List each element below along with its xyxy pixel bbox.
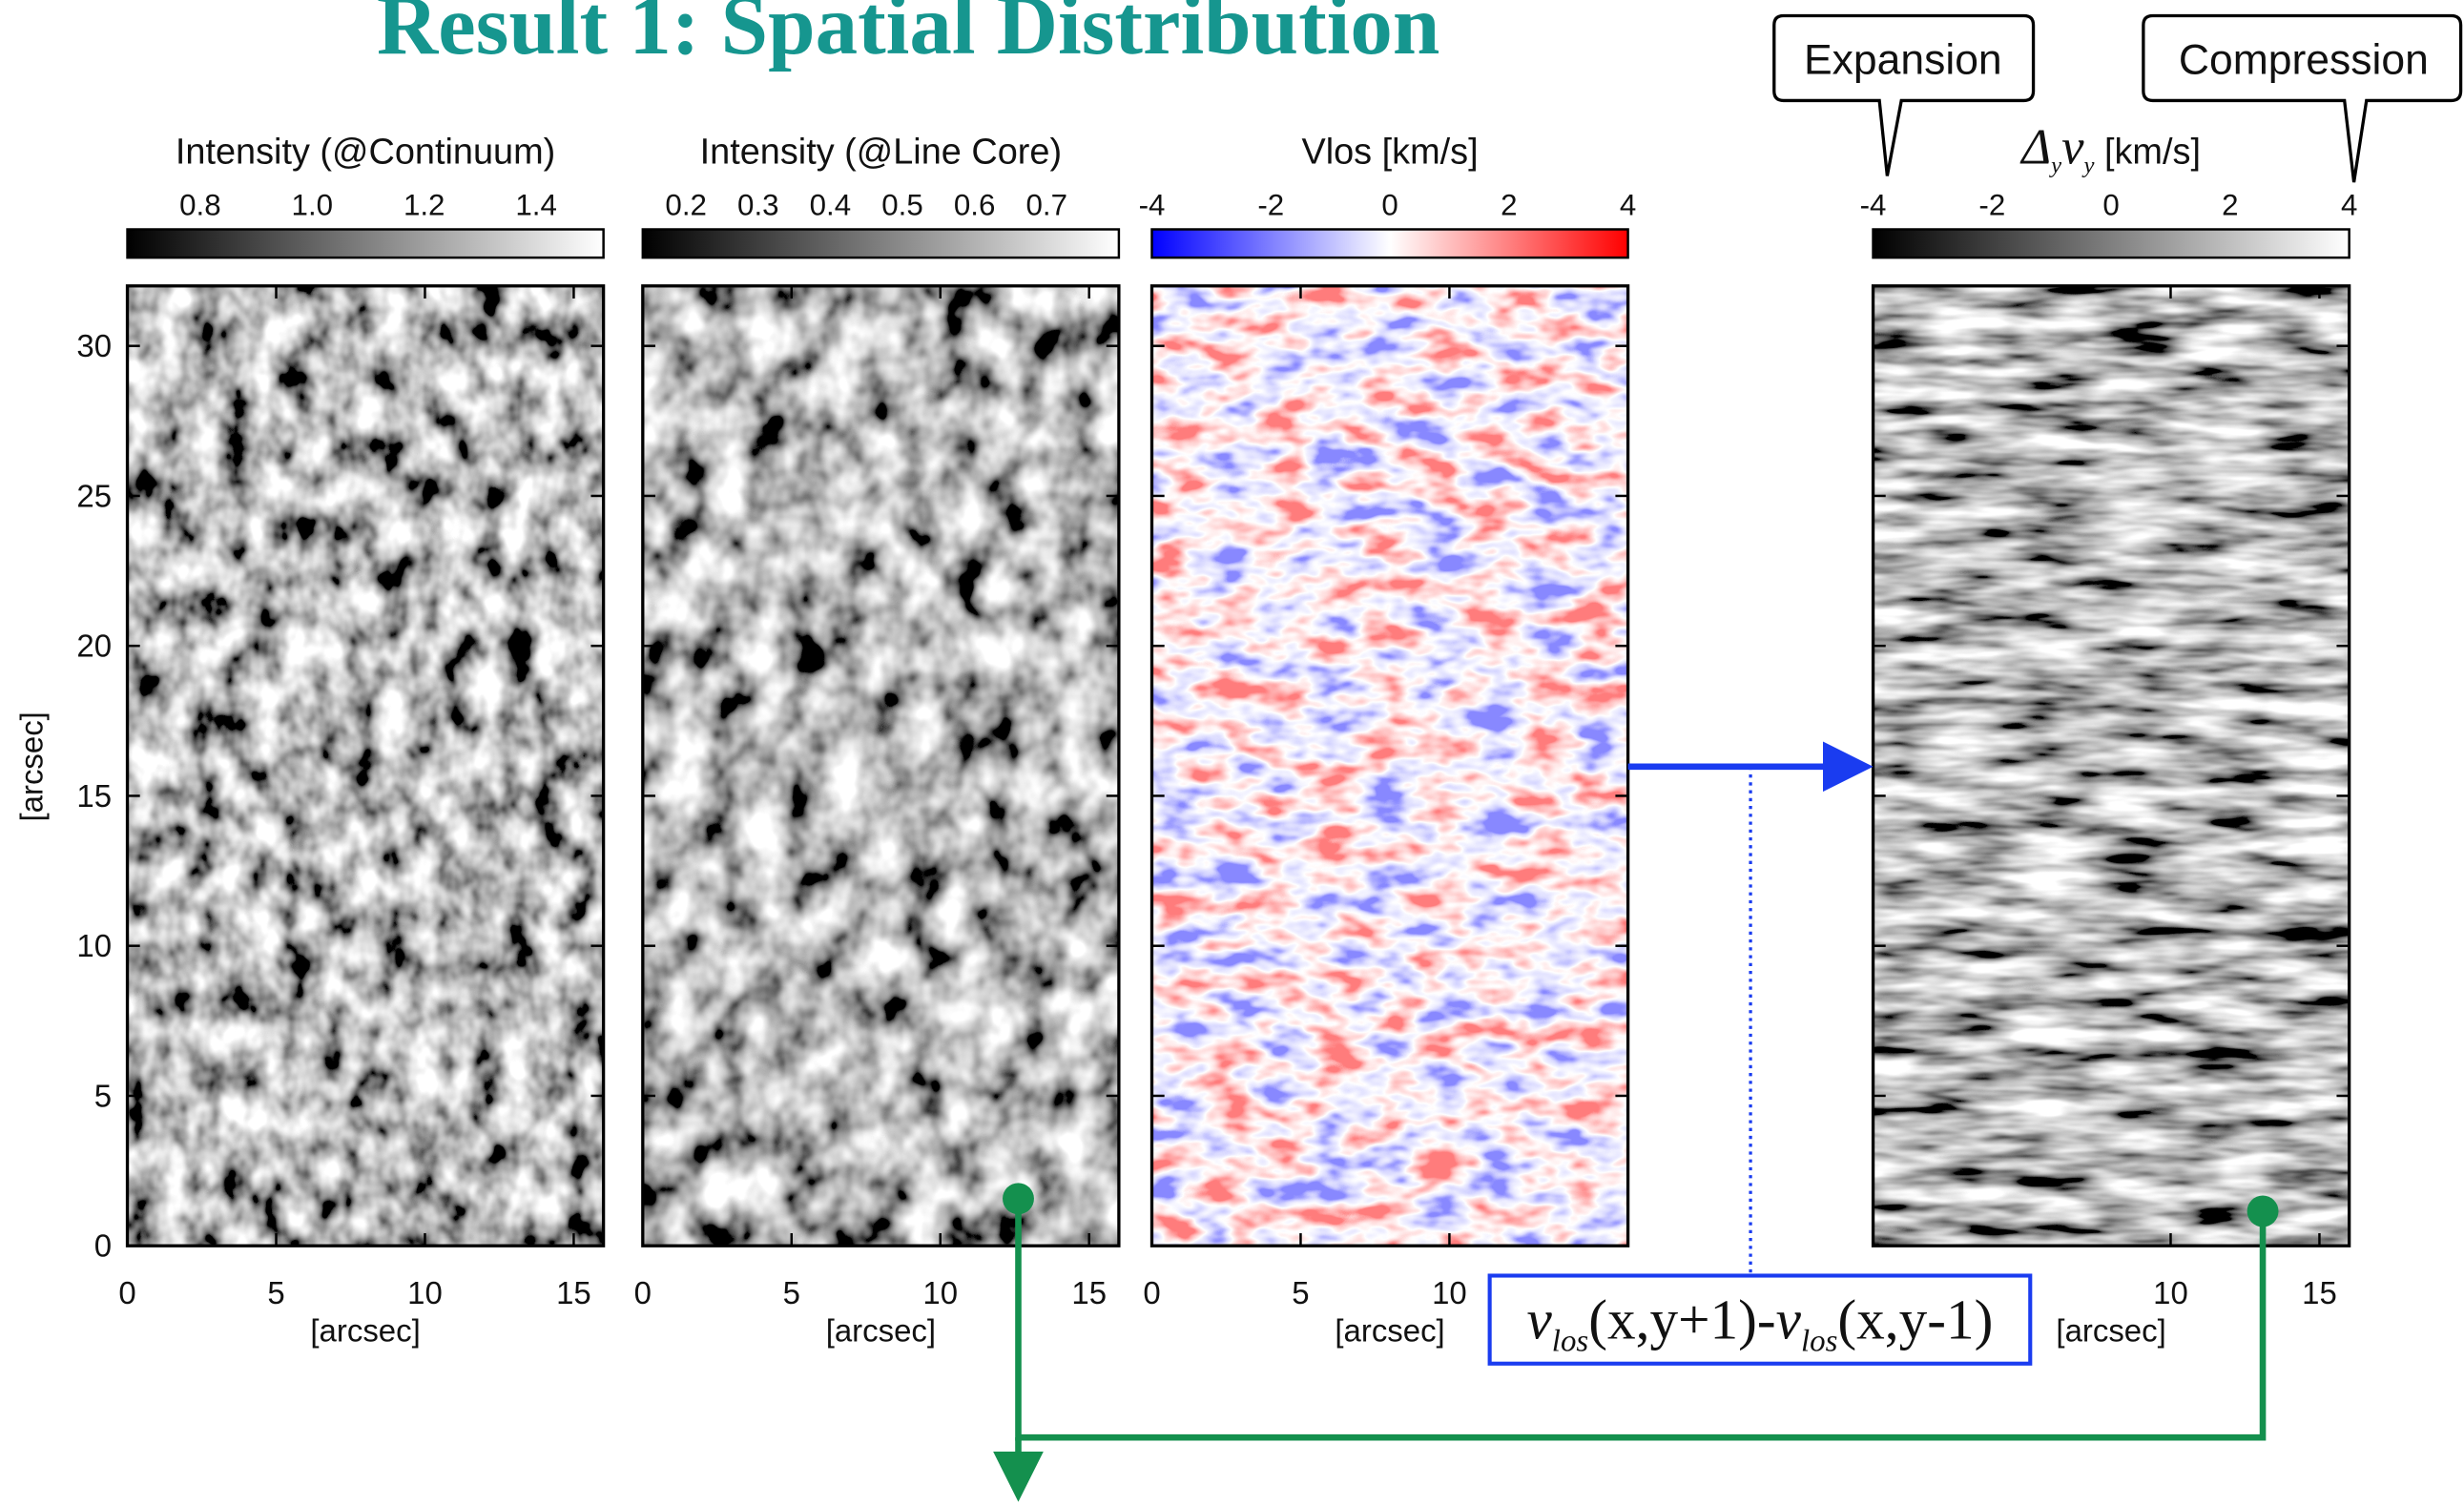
colorbar-tick-label: 0.8: [179, 189, 220, 222]
y-tick-label: 5: [94, 1078, 112, 1113]
colorbar-title: Vlos [km/s]: [1301, 132, 1478, 172]
formula-sub: los: [1801, 1325, 1837, 1359]
colorbar-tick-label: 0.7: [1026, 189, 1068, 222]
colorbar-tick-label: 2: [2222, 189, 2238, 222]
title-part: v: [2061, 119, 2084, 175]
x-tick-label: 0: [1143, 1275, 1160, 1310]
colorbar-tick-label: 2: [1501, 189, 1517, 222]
colorbar-tick-label: 0.6: [954, 189, 995, 222]
colorbar-title: Intensity (@Continuum): [176, 132, 555, 172]
colorbar-tick-label: 4: [1620, 189, 1636, 222]
colorbar: [126, 228, 605, 259]
x-tick-label: 0: [118, 1275, 135, 1310]
callout-compression: Compression: [2142, 13, 2463, 183]
x-tick-label: 15: [1071, 1275, 1107, 1310]
callout-text: Compression: [2179, 36, 2429, 83]
x-axis-label: [arcsec]: [2056, 1313, 2165, 1349]
dot: [2247, 1195, 2279, 1227]
x-tick-label: 15: [2302, 1275, 2337, 1310]
x-tick-label: 0: [634, 1275, 652, 1310]
y-tick-label: 0: [94, 1228, 112, 1264]
formula-box: [1487, 1273, 2033, 1366]
callout-expansion: Expansion: [1772, 13, 2036, 176]
slide-title: Result 1: Spatial Distribution: [377, 0, 1439, 72]
connector: [1015, 1198, 2267, 1441]
colorbar-tick-label: 4: [2341, 189, 2357, 222]
x-tick-label: 5: [1292, 1275, 1309, 1310]
plot-frame: [125, 284, 606, 1247]
x-tick-label: 10: [407, 1275, 443, 1310]
formula: vlos(x,y+1)-vlos(x,y-1): [1526, 1288, 1993, 1358]
x-tick-label: 5: [267, 1275, 284, 1310]
formula-sub: los: [1552, 1325, 1588, 1359]
formula-part: (x,y+1)-: [1588, 1288, 1775, 1350]
x-tick-label: 10: [2153, 1275, 2188, 1310]
callout-text: Expansion: [1804, 36, 2002, 83]
colorbar-tick-label: 0: [1381, 189, 1398, 222]
colorbar-tick-label: -2: [1978, 189, 2005, 222]
plot-frame: [641, 284, 1121, 1247]
y-tick-label: 25: [76, 478, 112, 513]
colorbar-title: Δyvy [km/s]: [2019, 119, 2201, 178]
map-image: [1151, 285, 1628, 1247]
plot-frame: [1871, 284, 2351, 1247]
map-image: [1873, 285, 2350, 1247]
title-part: y: [2048, 153, 2061, 178]
colorbar-tick-label: 1.4: [515, 189, 557, 222]
colorbar-tick-label: -4: [1860, 189, 1887, 222]
y-tick-label: 30: [76, 328, 112, 363]
x-tick-label: 15: [556, 1275, 591, 1310]
colorbar: [641, 228, 1121, 259]
y-tick-label: 15: [76, 778, 112, 814]
colorbar-tick-label: 1.0: [292, 189, 334, 222]
formula-part: v: [1776, 1288, 1802, 1350]
x-axis-label: [arcsec]: [826, 1313, 936, 1349]
colorbar: [1872, 228, 2350, 259]
colorbar-tick-label: 0: [2102, 189, 2119, 222]
colorbar-tick-label: 0.5: [881, 189, 923, 222]
title-part: y: [2081, 153, 2094, 178]
colorbar-tick-label: 1.2: [404, 189, 445, 222]
y-axis-label: [arcsec]: [14, 711, 50, 821]
colorbar-tick-label: 0.3: [737, 189, 779, 222]
y-tick-label: 20: [76, 629, 112, 664]
x-tick-label: 10: [922, 1275, 958, 1310]
x-axis-label: [arcsec]: [310, 1313, 420, 1349]
formula-part: v: [1526, 1288, 1552, 1350]
map-image: [127, 285, 604, 1247]
title-part: [km/s]: [2094, 132, 2201, 172]
x-tick-label: 5: [783, 1275, 800, 1310]
x-tick-label: 10: [1432, 1275, 1467, 1310]
map-image: [642, 285, 1119, 1247]
colorbar-title: Intensity (@Line Core): [700, 132, 1062, 172]
dot: [1003, 1183, 1034, 1215]
y-tick-label: 10: [76, 928, 112, 963]
colorbar: [1150, 228, 1629, 259]
x-axis-label: [arcsec]: [1335, 1313, 1444, 1349]
colorbar-tick-label: -4: [1139, 189, 1166, 222]
colorbar-tick-label: -2: [1257, 189, 1284, 222]
colorbar-tick-label: 0.4: [810, 189, 852, 222]
formula-part: (x,y-1): [1837, 1288, 1993, 1350]
colorbar-tick-label: 0.2: [665, 189, 707, 222]
title-part: Δ: [2019, 119, 2051, 175]
